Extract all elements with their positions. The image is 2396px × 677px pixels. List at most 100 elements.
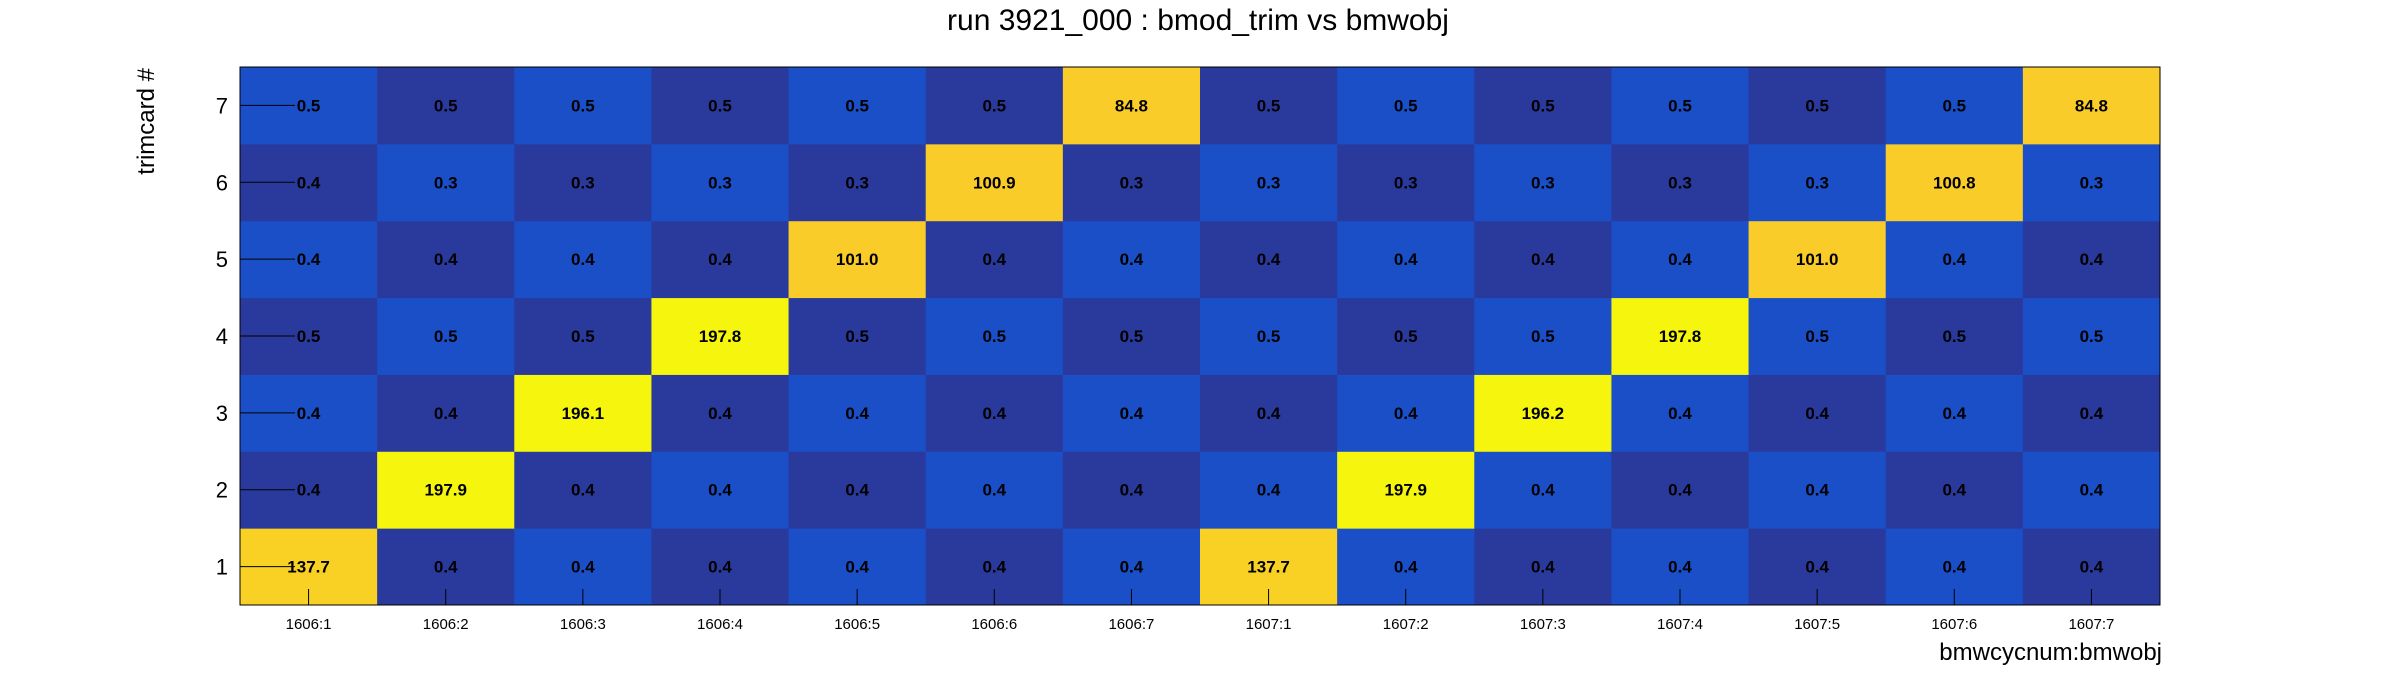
heatmap-cell (788, 451, 927, 529)
cell-value-label: 0.5 (297, 96, 321, 115)
cell-value-label: 0.5 (2080, 327, 2104, 346)
cell-value-label: 0.4 (1394, 404, 1418, 423)
heatmap-cell (2022, 220, 2161, 299)
cell-value-label: 0.3 (708, 173, 732, 192)
x-tick-label: 1606:4 (697, 616, 743, 633)
heatmap-cell (651, 143, 790, 222)
cell-value-label: 0.3 (1531, 173, 1555, 192)
heatmap-cell (1474, 67, 1612, 145)
cell-value-label: 0.5 (1120, 327, 1144, 346)
cell-value-label: 101.0 (1796, 250, 1839, 269)
cell-value-label: 0.5 (982, 96, 1006, 115)
heatmap-cell (514, 143, 652, 222)
x-tick-label: 1606:6 (971, 616, 1017, 633)
cell-value-label: 0.5 (1805, 327, 1829, 346)
cell-value-label: 0.4 (1805, 558, 1829, 577)
cell-value-label: 0.5 (1805, 96, 1829, 115)
heatmap-cell (1062, 67, 1201, 145)
cell-value-label: 0.4 (1394, 250, 1418, 269)
cell-value-label: 0.5 (434, 96, 458, 115)
y-tick-label: 5 (216, 247, 228, 272)
cell-value-label: 0.5 (1668, 96, 1692, 115)
heatmap-cell (2022, 67, 2161, 145)
cell-value-label: 0.5 (297, 327, 321, 346)
cell-value-label: 0.5 (708, 96, 732, 115)
cell-value-label: 0.5 (1257, 327, 1281, 346)
cell-value-label: 0.3 (845, 173, 869, 192)
cell-value-label: 0.3 (1668, 173, 1692, 192)
x-tick-label: 1606:1 (286, 616, 332, 633)
heatmap-cell (2022, 143, 2161, 222)
cell-value-label: 0.4 (708, 558, 732, 577)
heatmap-cell (651, 297, 790, 375)
heatmap-cell (1748, 451, 1887, 529)
cell-value-label: 101.0 (836, 250, 879, 269)
heatmap-cell (1611, 67, 1750, 145)
y-tick-label: 6 (216, 170, 228, 195)
cell-value-label: 0.4 (2080, 481, 2104, 500)
heatmap-cell (1062, 451, 1201, 529)
cell-value-label: 0.4 (1942, 481, 1966, 500)
cell-value-label: 0.4 (434, 404, 458, 423)
heatmap-cell (2022, 451, 2161, 529)
x-tick-label: 1607:7 (2068, 616, 2114, 633)
cell-value-label: 0.4 (2080, 250, 2104, 269)
cell-value-label: 0.4 (1942, 250, 1966, 269)
cell-value-label: 0.4 (1668, 558, 1692, 577)
cell-value-label: 0.4 (982, 250, 1006, 269)
cell-value-label: 0.5 (1531, 96, 1555, 115)
heatmap-cell (925, 143, 1064, 222)
cell-value-label: 0.5 (571, 96, 595, 115)
cell-value-label: 0.4 (845, 404, 869, 423)
cell-value-label: 0.5 (1531, 327, 1555, 346)
heatmap-cell (1474, 297, 1612, 375)
heatmap-cell (1611, 143, 1750, 222)
cell-value-label: 84.8 (2075, 96, 2108, 115)
cell-value-label: 0.4 (845, 558, 869, 577)
cell-value-label: 0.5 (1257, 96, 1281, 115)
heatmap-cell (788, 143, 927, 222)
cell-value-label: 0.4 (434, 250, 458, 269)
heatmap-cell (377, 67, 515, 145)
heatmap-cell (1748, 374, 1887, 452)
heatmap-cell (1337, 297, 1475, 375)
heatmap-cell (1748, 67, 1887, 145)
heatmap-cell (925, 374, 1064, 452)
heatmap-cell (377, 143, 515, 222)
heatmap-cell (514, 220, 652, 299)
cell-value-label: 0.3 (1120, 173, 1144, 192)
cell-value-label: 0.4 (297, 250, 321, 269)
cell-value-label: 0.5 (845, 327, 869, 346)
cell-value-label: 0.4 (1668, 481, 1692, 500)
heatmap-cell (651, 451, 790, 529)
cell-value-label: 100.8 (1933, 173, 1976, 192)
heatmap-cell (1200, 374, 1338, 452)
cell-value-label: 197.9 (424, 481, 467, 500)
heatmap-cell (788, 67, 927, 145)
cell-value-label: 0.4 (708, 404, 732, 423)
cell-value-label: 197.9 (1384, 481, 1427, 500)
cell-value-label: 0.4 (1668, 250, 1692, 269)
heatmap-cell (1337, 67, 1475, 145)
heatmap-cell (788, 297, 927, 375)
cell-value-label: 0.5 (1942, 96, 1966, 115)
y-tick-label: 7 (216, 93, 228, 118)
x-axis-title: bmwcycnum:bmwobj (1939, 639, 2162, 666)
y-tick-label: 3 (216, 401, 228, 426)
cell-value-label: 0.4 (1120, 250, 1144, 269)
x-tick-label: 1606:3 (560, 616, 606, 633)
cell-value-label: 0.4 (982, 481, 1006, 500)
cell-value-label: 0.5 (571, 327, 595, 346)
cell-value-label: 0.3 (1394, 173, 1418, 192)
cell-value-label: 0.4 (297, 173, 321, 192)
x-tick-label: 1606:5 (834, 616, 880, 633)
x-tick-label: 1607:6 (1931, 616, 1977, 633)
x-tick-label: 1607:4 (1657, 616, 1703, 633)
heatmap-cell (2022, 374, 2161, 452)
heatmap-cell (1474, 451, 1612, 529)
cell-value-label: 0.4 (1120, 558, 1144, 577)
cell-value-label: 0.4 (982, 558, 1006, 577)
heatmap-cell (514, 297, 652, 375)
heatmap-cell (1748, 297, 1887, 375)
cell-value-label: 0.4 (1531, 481, 1555, 500)
